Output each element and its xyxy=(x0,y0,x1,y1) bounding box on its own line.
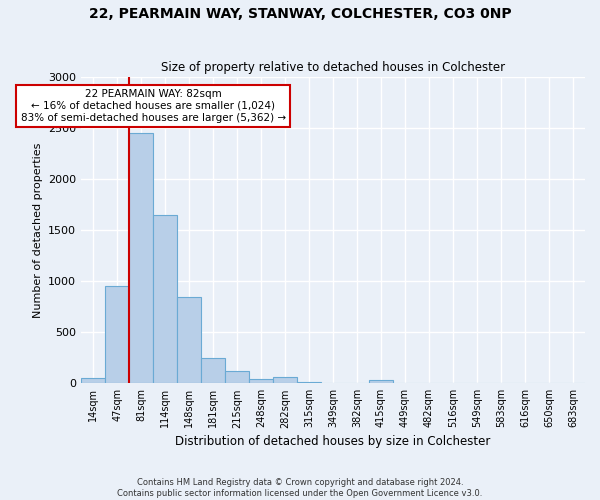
Bar xyxy=(513,383,537,384)
Bar xyxy=(321,383,345,384)
Bar xyxy=(273,377,297,384)
Bar xyxy=(297,382,321,384)
Bar xyxy=(393,383,417,384)
X-axis label: Distribution of detached houses by size in Colchester: Distribution of detached houses by size … xyxy=(175,434,491,448)
Bar xyxy=(153,215,177,384)
Text: 22 PEARMAIN WAY: 82sqm
← 16% of detached houses are smaller (1,024)
83% of semi-: 22 PEARMAIN WAY: 82sqm ← 16% of detached… xyxy=(20,90,286,122)
Bar xyxy=(345,383,369,384)
Bar xyxy=(81,378,105,384)
Bar xyxy=(369,380,393,384)
Bar xyxy=(249,379,273,384)
Text: 22, PEARMAIN WAY, STANWAY, COLCHESTER, CO3 0NP: 22, PEARMAIN WAY, STANWAY, COLCHESTER, C… xyxy=(89,8,511,22)
Title: Size of property relative to detached houses in Colchester: Size of property relative to detached ho… xyxy=(161,62,505,74)
Bar xyxy=(465,383,489,384)
Bar xyxy=(441,383,465,384)
Bar xyxy=(201,358,225,384)
Bar xyxy=(417,383,441,384)
Bar xyxy=(537,383,561,384)
Bar xyxy=(105,286,129,384)
Bar xyxy=(225,371,249,384)
Bar xyxy=(561,383,585,384)
Bar xyxy=(129,133,153,384)
Y-axis label: Number of detached properties: Number of detached properties xyxy=(32,142,43,318)
Text: Contains HM Land Registry data © Crown copyright and database right 2024.
Contai: Contains HM Land Registry data © Crown c… xyxy=(118,478,482,498)
Bar xyxy=(177,296,201,384)
Bar xyxy=(489,383,513,384)
